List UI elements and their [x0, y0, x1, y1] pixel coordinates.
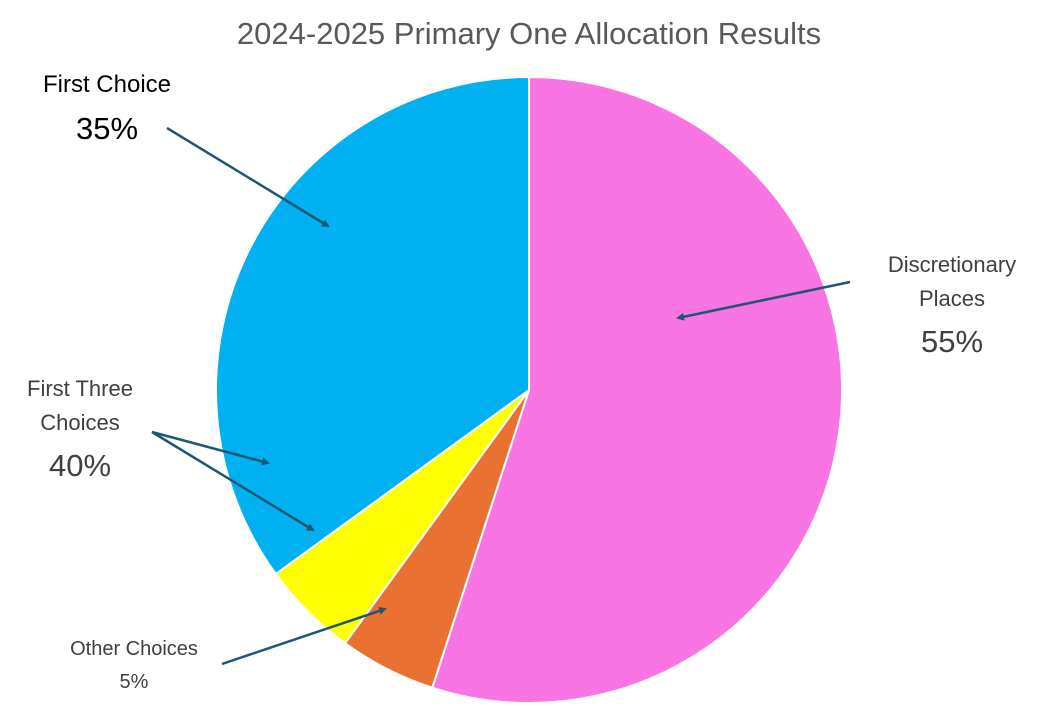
- arrow: [221, 607, 387, 666]
- arrow: [151, 430, 315, 532]
- pie-slice: [215, 75, 530, 576]
- value-label: 35%: [75, 111, 139, 146]
- pie-slice: [431, 75, 843, 704]
- category-label: First Choice: [42, 71, 172, 98]
- annotation-arrows: [151, 430, 315, 532]
- value-label: 5%: [119, 671, 149, 693]
- arrow: [676, 280, 851, 321]
- category-label: Discretionary Places: [887, 252, 1017, 311]
- value-label: 55%: [920, 324, 984, 359]
- chart-title: 2024-2025 Primary One Allocation Results: [237, 16, 821, 51]
- category-label: Other Choices: [70, 638, 198, 660]
- arrow: [151, 430, 270, 466]
- annotation-label: 40%: [48, 448, 112, 483]
- annotation-text: First Three Choices: [27, 376, 133, 435]
- arrow: [166, 126, 330, 228]
